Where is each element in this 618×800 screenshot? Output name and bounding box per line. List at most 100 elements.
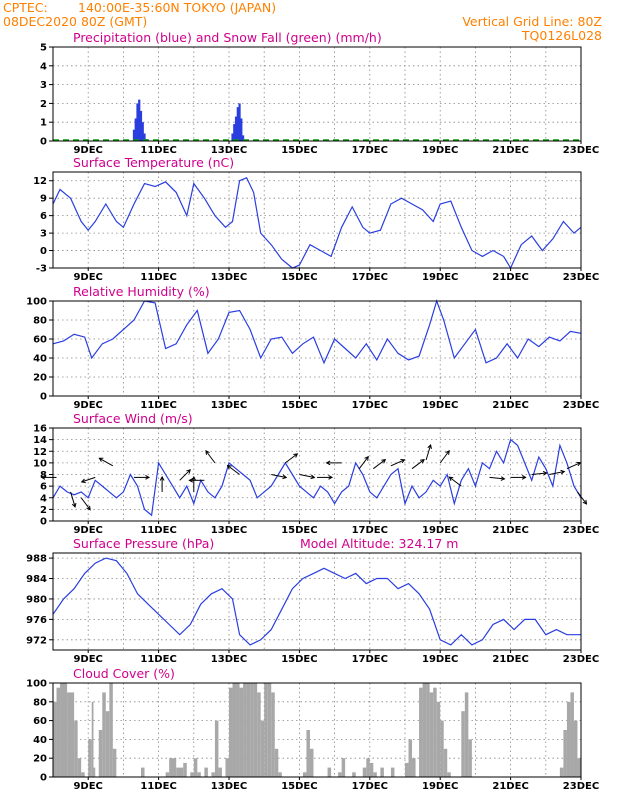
cloud-bar [306, 730, 310, 777]
wind-arrowhead [560, 469, 566, 475]
x-tick-label: 13DEC [211, 654, 247, 665]
y-tick-label: 100 [26, 297, 47, 308]
cloud-bar [204, 767, 208, 777]
cloud-bar [197, 772, 201, 777]
y-tick-label: 10 [33, 458, 47, 469]
y-tick-label: -3 [36, 264, 47, 275]
x-tick-label: 9DEC [73, 145, 102, 156]
header-source: CPTEC: [3, 0, 48, 15]
wind-arrow [566, 462, 581, 470]
wind-arrowhead [191, 475, 197, 481]
wind-arrow [99, 457, 114, 467]
x-tick-label: 23DEC [563, 145, 599, 156]
wind-arrow [373, 459, 386, 470]
cloud-bar [250, 683, 254, 777]
y-tick-label: 14 [33, 435, 47, 446]
wind-arrow [411, 459, 425, 470]
wind-arrow [80, 497, 91, 511]
cloud-bar [53, 701, 57, 777]
cloud-bar [232, 683, 237, 777]
y-tick-label: 5 [40, 43, 47, 54]
cloud-bar [91, 701, 94, 777]
y-tick-label: 3 [40, 80, 47, 91]
cloud-bar [112, 748, 117, 777]
wind-arrowhead [40, 475, 46, 480]
x-tick-label: 15DEC [281, 525, 317, 536]
wind-arrow [358, 456, 369, 469]
panel-humidity: 0 20 40 60 80 100 9DEC 11DEC 13DEC 15DEC 17DEC 19DE… [26, 284, 599, 411]
x-tick-label: 21DEC [492, 525, 528, 536]
cloud-bar [56, 687, 61, 777]
cloud-bar [443, 748, 448, 777]
precip-bar [241, 135, 245, 141]
header-location: 140:00E-35:60N TOKYO (JAPAN) [78, 0, 276, 15]
wind-series-line [52, 438, 582, 517]
x-tick-label: 21DEC [492, 272, 528, 283]
cloud-bar [390, 767, 395, 777]
x-tick-label: 13DEC [211, 525, 247, 536]
cloud-bar [141, 767, 145, 777]
wind-arrow [449, 476, 462, 487]
cloud-bar [274, 748, 279, 777]
x-tick-label: 23DEC [563, 781, 599, 792]
y-tick-label: 0 [40, 246, 47, 257]
x-tick-label: 13DEC [211, 400, 247, 411]
x-tick-label: 23DEC [563, 525, 599, 536]
x-tick-label: 11DEC [140, 654, 176, 665]
wind-arrow [489, 476, 505, 480]
panel-title: Relative Humidity (%) [73, 284, 210, 299]
wind-arrow [271, 474, 287, 478]
x-tick-label: 11DEC [140, 781, 176, 792]
wind-arrowhead [205, 450, 210, 455]
cloud-bar [243, 683, 247, 777]
temperature-series-line [52, 177, 582, 270]
precip-bar [236, 107, 239, 141]
x-tick-label: 19DEC [422, 272, 458, 283]
wind-arrowhead [521, 475, 527, 480]
wind-arrowhead [542, 470, 548, 476]
cloud-bar [338, 772, 342, 777]
cloud-bar [408, 739, 413, 777]
panel-frame [52, 427, 582, 522]
cloud-bar [236, 683, 240, 777]
wind-arrowhead [86, 505, 91, 511]
wind-arrowhead [420, 459, 425, 464]
cloud-bar [380, 767, 384, 777]
x-tick-label: 23DEC [563, 400, 599, 411]
wind-arrowhead [186, 469, 191, 474]
y-tick-label: 40 [33, 735, 47, 746]
panel-frame [52, 300, 582, 397]
cloud-bar [193, 758, 198, 777]
x-tick-label: 11DEC [140, 525, 176, 536]
cloud-bar [422, 683, 427, 777]
cloud-bar [60, 683, 68, 777]
cloud-bar [412, 758, 416, 777]
cloud-bar [302, 772, 307, 777]
y-tick-label: 2 [40, 99, 47, 110]
x-tick-label: 11DEC [140, 272, 176, 283]
x-tick-label: 11DEC [140, 400, 176, 411]
cloud-bar [225, 758, 229, 777]
panel-frame [52, 682, 582, 778]
precip-bar [233, 124, 236, 141]
panel-title: Precipitation (blue) and Snow Fall (gree… [73, 30, 382, 45]
precip-bar [234, 116, 238, 141]
x-tick-label: 13DEC [211, 145, 247, 156]
y-tick-label: 4 [40, 61, 47, 72]
panel-cloud: 0 20 40 60 80 100 9DEC 11DEC 13DEC 15DEC 17DEC 19DE… [26, 666, 599, 792]
cloud-bar [98, 730, 103, 777]
x-tick-label: 13DEC [211, 272, 247, 283]
cloud-bar [405, 762, 409, 777]
wind-arrowhead [400, 458, 406, 464]
x-tick-label: 17DEC [352, 654, 388, 665]
cloud-bar [433, 687, 437, 777]
wind-arrowhead [145, 475, 151, 480]
y-tick-label: 988 [26, 554, 47, 565]
y-tick-label: 3 [40, 229, 47, 240]
panel-title: Surface Temperature (nC) [73, 155, 234, 170]
cloud-bar [169, 758, 177, 777]
cloud-bar [309, 748, 314, 777]
x-tick-label: 11DEC [140, 145, 176, 156]
cloud-bar [468, 739, 472, 777]
